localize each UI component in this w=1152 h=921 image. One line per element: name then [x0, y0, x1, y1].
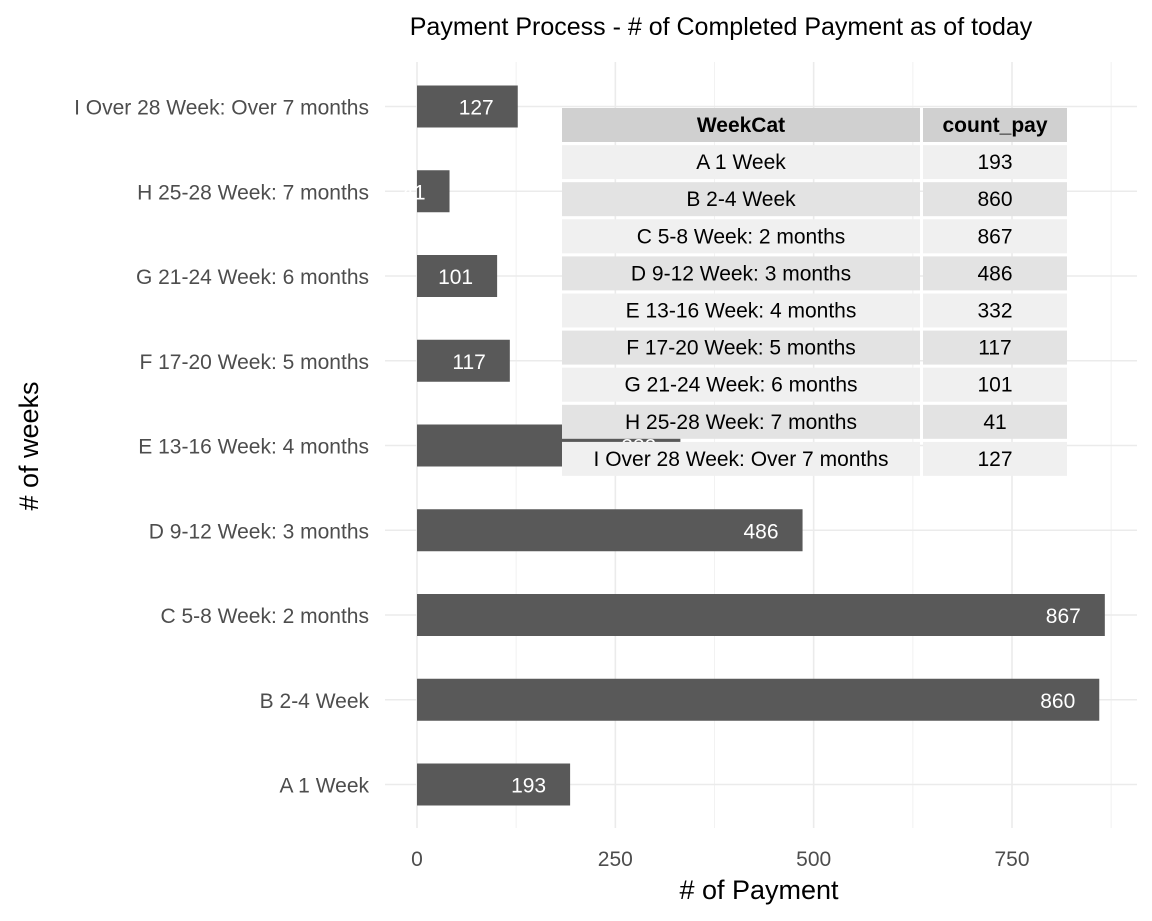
table-cell: [562, 145, 920, 180]
bar-value-label: 486: [744, 520, 779, 543]
table-cell: [923, 145, 1067, 180]
table-cell-text: 486: [977, 262, 1012, 285]
x-axis-title: # of Payment: [679, 875, 839, 905]
chart-title: Payment Process - # of Completed Payment…: [410, 13, 1033, 41]
bar-value-label: 860: [1040, 690, 1075, 713]
table-cell: [923, 219, 1067, 254]
table-cell-text: 193: [977, 151, 1012, 174]
table-cell-text: A 1 Week: [696, 151, 786, 174]
table-cell-text: 117: [978, 337, 1011, 360]
x-tick-label: 500: [796, 848, 831, 871]
y-tick-label: B 2-4 Week: [260, 690, 370, 713]
bar-value-label: 101: [438, 266, 473, 289]
table-header-text: WeekCat: [697, 114, 785, 137]
bar: [417, 339, 510, 382]
bar: [417, 85, 518, 128]
x-tick-label: 750: [994, 848, 1029, 871]
table-cell: [562, 219, 920, 254]
x-tick-label: 0: [411, 848, 423, 871]
bar: [417, 763, 571, 806]
x-tick-labels: 0 250 500 750: [411, 848, 1029, 871]
y-tick-label: I Over 28 Week: Over 7 months: [74, 97, 369, 120]
x-tick-label: 250: [598, 848, 633, 871]
bar-value-label: 41: [402, 181, 425, 204]
y-tick-label: F 17-20 Week: 5 months: [139, 351, 369, 374]
table-cell: [562, 293, 920, 328]
bar: [417, 170, 450, 213]
table-cell: [562, 330, 920, 365]
bar: [417, 678, 1100, 721]
table-cell-text: H 25-28 Week: 7 months: [625, 411, 857, 434]
bar-value-label: 117: [452, 351, 485, 374]
table-cell-text: G 21-24 Week: 6 months: [624, 374, 857, 397]
table-cell: [562, 367, 920, 402]
table-cell: [923, 367, 1067, 402]
table-cell-text: 860: [977, 188, 1012, 211]
table-cell: [923, 256, 1067, 291]
table-cell: [923, 182, 1067, 217]
table-cell-text: 41: [983, 411, 1006, 434]
y-tick-label: H 25-28 Week: 7 months: [137, 181, 369, 204]
table-cell: [923, 441, 1067, 476]
bar-value-label: 193: [511, 775, 546, 798]
y-tick-labels: A 1 Week B 2-4 Week C 5-8 Week: 2 months D …: [74, 97, 369, 798]
table-cell: [923, 330, 1067, 365]
table-header-text: count_pay: [942, 114, 1047, 137]
y-tick-label: D 9-12 Week: 3 months: [149, 520, 369, 543]
table-cell: [562, 256, 920, 291]
table-cell-text: E 13-16 Week: 4 months: [626, 300, 857, 323]
y-tick-label: A 1 Week: [280, 775, 370, 798]
y-tick-label: G 21-24 Week: 6 months: [136, 266, 369, 289]
table-cell: [923, 293, 1067, 328]
table-cell: [562, 182, 920, 217]
table-cell-text: C 5-8 Week: 2 months: [637, 225, 846, 248]
bar-value-label: 127: [459, 97, 494, 120]
table-cell-text: F 17-20 Week: 5 months: [626, 337, 856, 360]
table-cell-text: B 2-4 Week: [686, 188, 796, 211]
bar: [417, 255, 498, 297]
table-header-cell: [562, 108, 920, 142]
table-cell: [562, 404, 920, 439]
table-cell-text: 867: [977, 225, 1012, 248]
y-tick-label: C 5-8 Week: 2 months: [160, 605, 369, 628]
bar: [417, 594, 1105, 636]
bars-group: [417, 85, 1105, 806]
table-cell-text: 332: [977, 300, 1012, 323]
table-cell-text: I Over 28 Week: Over 7 months: [594, 448, 889, 471]
table-cell-text: 127: [977, 448, 1012, 471]
table-cell: [923, 404, 1067, 439]
inset-data-table: WeekCat count_pay A 1 Week 193 B 2-4 Week 860…: [562, 108, 1067, 476]
y-tick-label: E 13-16 Week: 4 months: [138, 436, 369, 459]
table-cell-text: 101: [977, 374, 1012, 397]
table-cell: [562, 441, 920, 476]
bar-value-label: 867: [1046, 605, 1081, 628]
bar: [417, 509, 803, 552]
y-axis-title: # of weeks: [14, 381, 44, 510]
table-header-cell: [923, 108, 1067, 142]
table-cell-text: D 9-12 Week: 3 months: [631, 262, 851, 285]
